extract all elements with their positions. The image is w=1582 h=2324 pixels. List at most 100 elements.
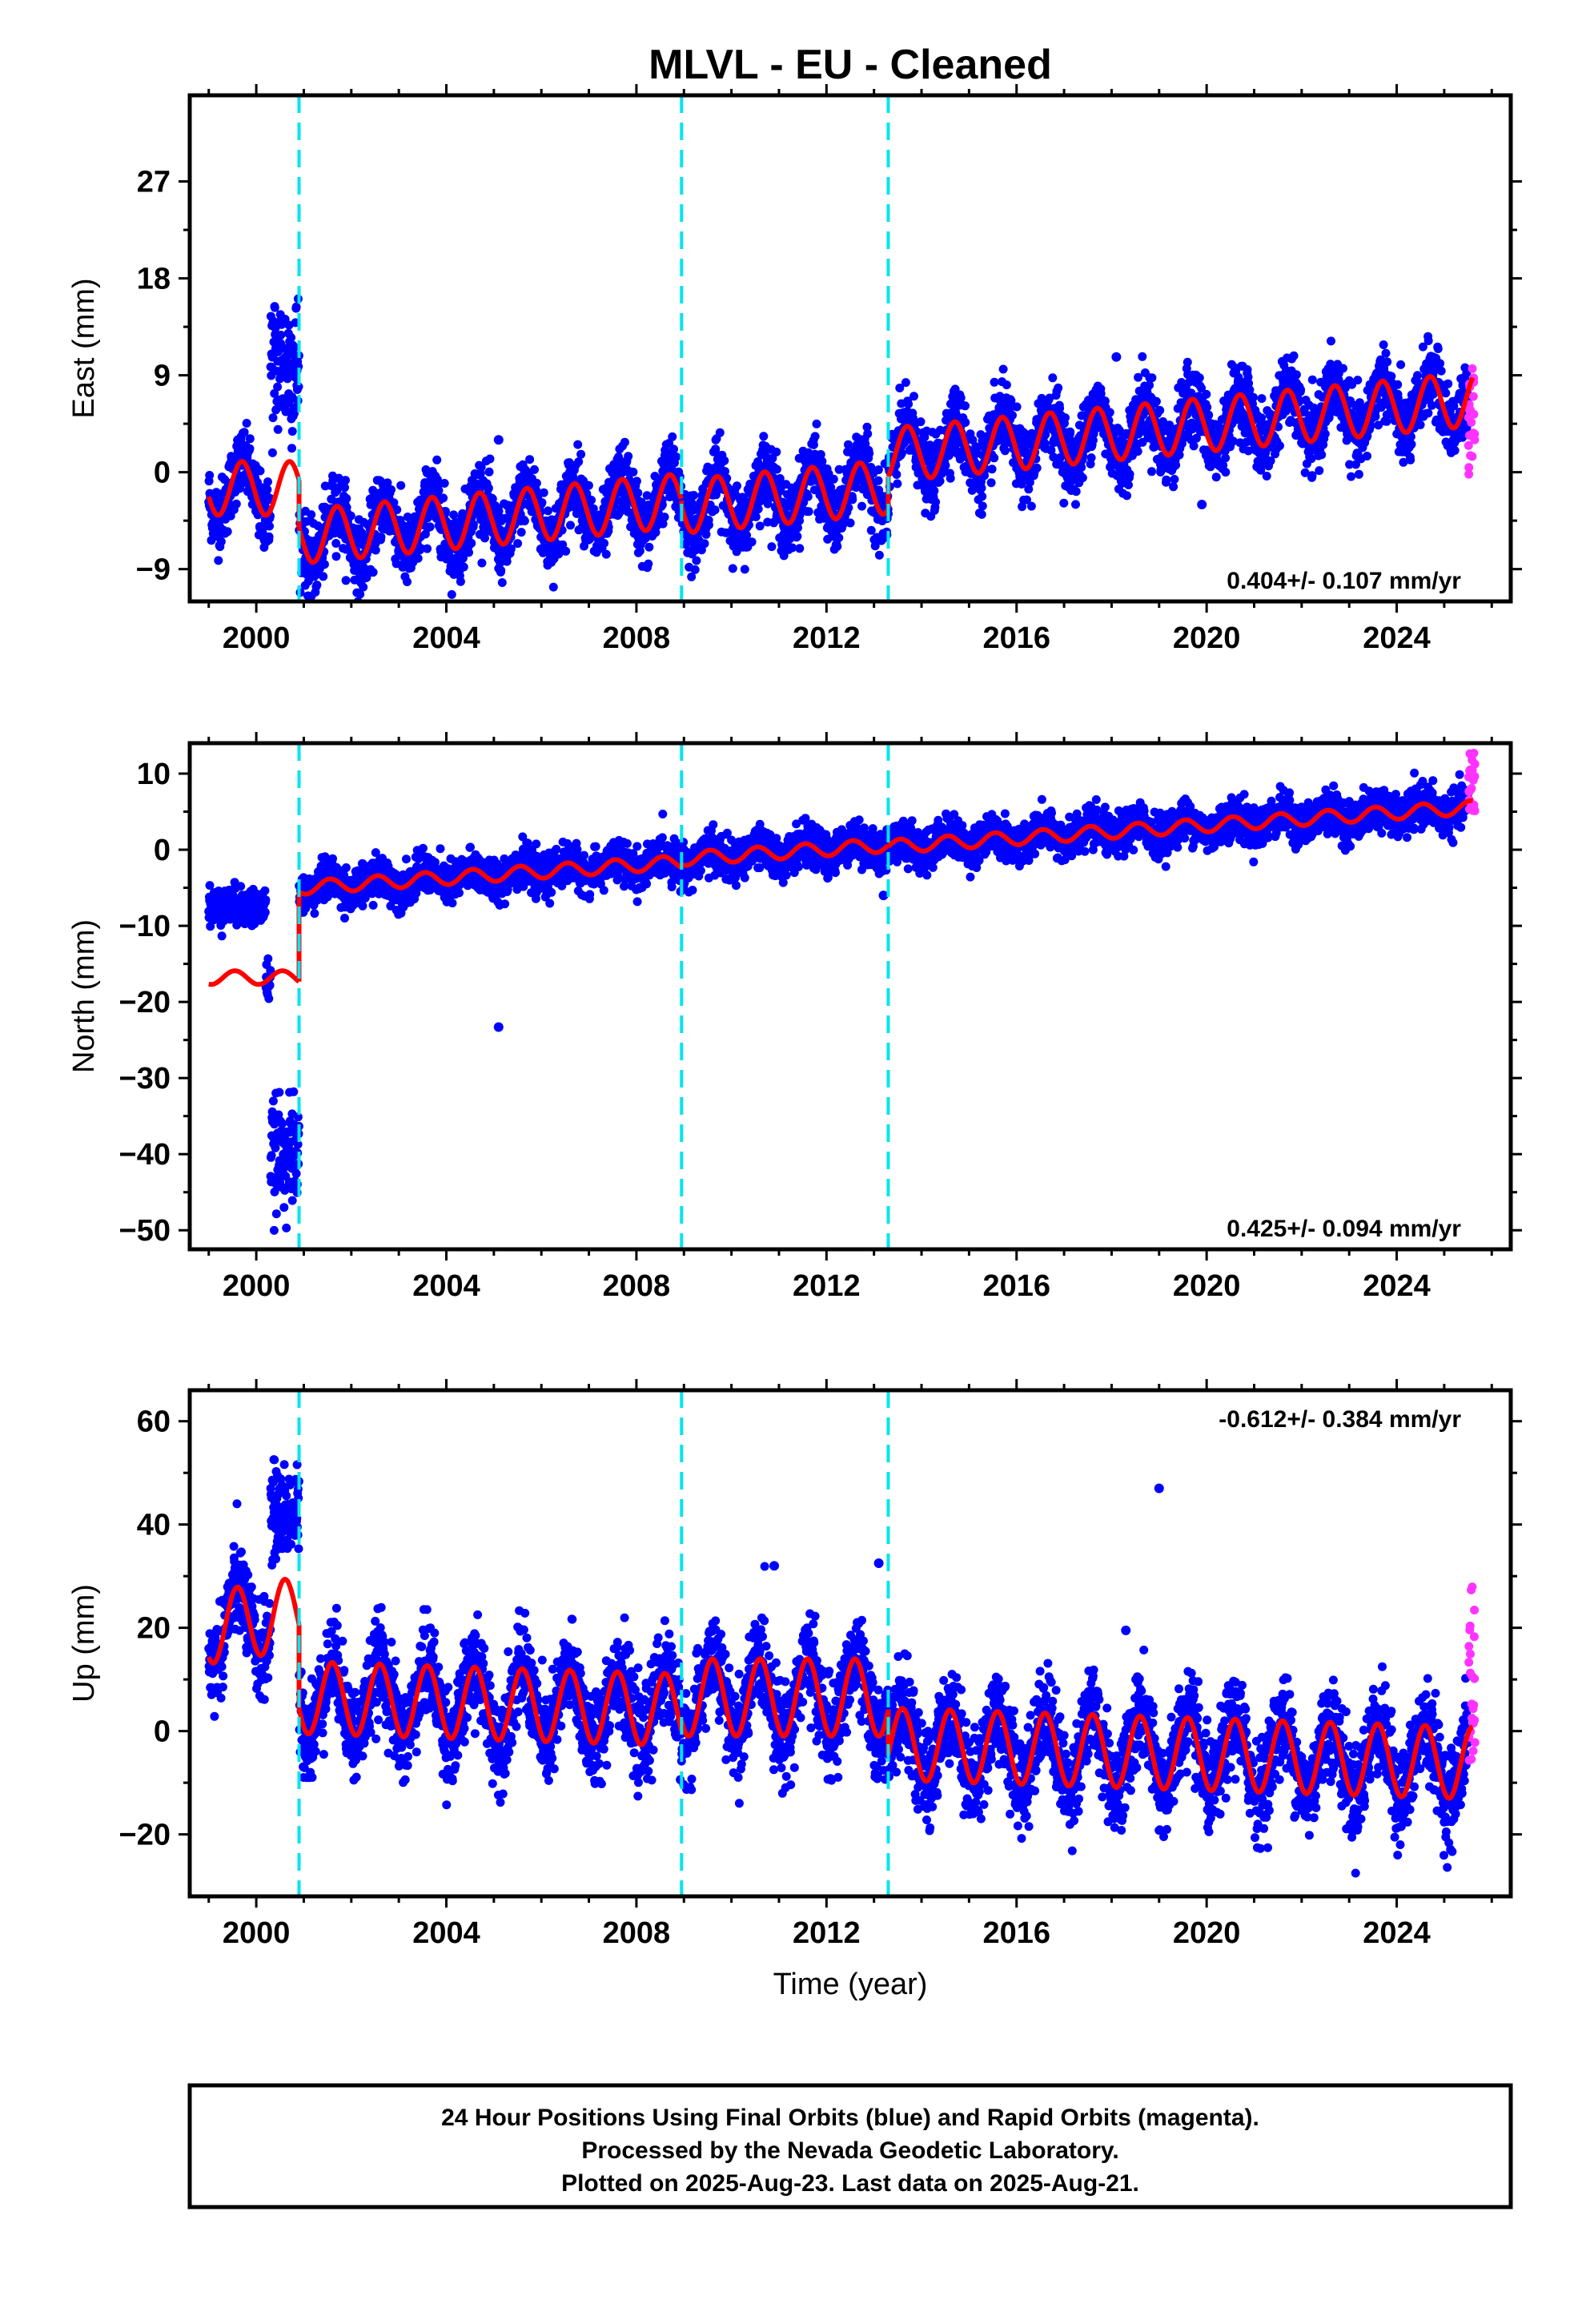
data-point: [1055, 404, 1065, 413]
data-point: [216, 537, 226, 546]
data-point: [588, 504, 598, 513]
data-point: [494, 506, 504, 516]
data-point: [1046, 445, 1056, 455]
data-point: [425, 522, 435, 532]
data-point: [833, 541, 842, 551]
data-point: [870, 541, 880, 551]
data-point: [866, 525, 876, 535]
data-point: [245, 434, 255, 444]
data-point: [931, 497, 941, 507]
data-point: [668, 432, 677, 441]
data-point: [525, 455, 535, 464]
data-point: [1008, 411, 1017, 420]
outlier-point: [493, 435, 504, 445]
x-tick-label: 2000: [223, 621, 291, 655]
data-point: [895, 384, 905, 392]
data-point: [701, 529, 711, 539]
data-point: [341, 476, 350, 485]
data-point: [1243, 365, 1252, 374]
data-point: [700, 539, 709, 549]
data-point: [456, 577, 465, 586]
data-point: [804, 507, 813, 517]
data-point: [573, 440, 583, 449]
data-point: [1000, 446, 1010, 456]
data-point: [287, 444, 296, 453]
data-point: [1450, 446, 1460, 455]
data-point: [1257, 394, 1267, 404]
data-point: [239, 428, 249, 437]
data-point: [440, 479, 449, 488]
data-point: [544, 506, 552, 516]
data-point: [467, 538, 476, 548]
data-point: [506, 544, 516, 553]
data-point: [368, 568, 378, 577]
data-point: [561, 546, 571, 556]
data-point: [276, 330, 286, 340]
data-point: [732, 547, 741, 557]
x-tick-label: 2016: [982, 621, 1050, 655]
data-point: [1171, 460, 1181, 470]
data-point: [848, 495, 857, 505]
final-orbit-points: [204, 768, 1472, 1235]
x-tick-label: 2012: [793, 621, 861, 655]
data-point: [1249, 392, 1258, 402]
data-point: [1407, 440, 1416, 449]
y-tick-label: 18: [137, 263, 171, 296]
data-point: [644, 542, 654, 552]
data-point: [720, 456, 729, 465]
data-point: [273, 424, 283, 434]
data-point: [1396, 360, 1406, 369]
data-point: [539, 488, 548, 497]
data-point: [574, 457, 584, 467]
data-point: [346, 511, 355, 521]
data-point: [264, 532, 274, 541]
data-point: [497, 578, 507, 587]
data-point: [874, 550, 884, 560]
data-point: [1441, 388, 1451, 398]
data-point: [651, 528, 661, 537]
data-point: [751, 512, 761, 521]
rapid-point: [1466, 451, 1476, 460]
data-point: [998, 364, 1008, 374]
data-point: [476, 468, 485, 478]
data-point: [941, 460, 950, 470]
data-point: [1169, 482, 1178, 492]
data-point: [245, 444, 255, 453]
data-point: [1262, 472, 1271, 480]
data-point: [1275, 441, 1284, 451]
data-point: [632, 476, 641, 486]
data-point: [956, 393, 966, 403]
x-tick-label: 2020: [1173, 621, 1241, 655]
y-tick-label: 9: [154, 360, 171, 393]
data-point: [857, 501, 866, 511]
data-point: [1162, 475, 1171, 485]
data-point: [793, 523, 802, 533]
data-point: [449, 510, 459, 520]
data-point: [476, 462, 486, 472]
data-point: [809, 440, 818, 449]
data-point: [413, 553, 423, 563]
data-point: [863, 429, 873, 439]
data-point: [901, 378, 910, 388]
plot-area: [204, 294, 1480, 601]
data-point: [1317, 450, 1327, 460]
data-point: [755, 521, 765, 531]
data-point: [359, 582, 368, 592]
data-point: [658, 519, 668, 529]
x-tick-label: 2004: [412, 621, 480, 655]
data-point: [1379, 340, 1388, 349]
x-tick-label: 2024: [1363, 621, 1431, 655]
data-point: [530, 464, 539, 474]
outlier-point: [1111, 352, 1122, 362]
data-point: [403, 513, 412, 521]
data-point: [669, 444, 678, 454]
data-point: [1383, 357, 1392, 367]
data-point: [1435, 359, 1445, 368]
data-point: [265, 521, 274, 531]
data-point: [1436, 366, 1446, 376]
data-point: [1371, 412, 1380, 421]
data-point: [1012, 402, 1022, 412]
data-point: [624, 452, 633, 461]
data-point: [728, 564, 737, 573]
data-point: [214, 556, 223, 565]
